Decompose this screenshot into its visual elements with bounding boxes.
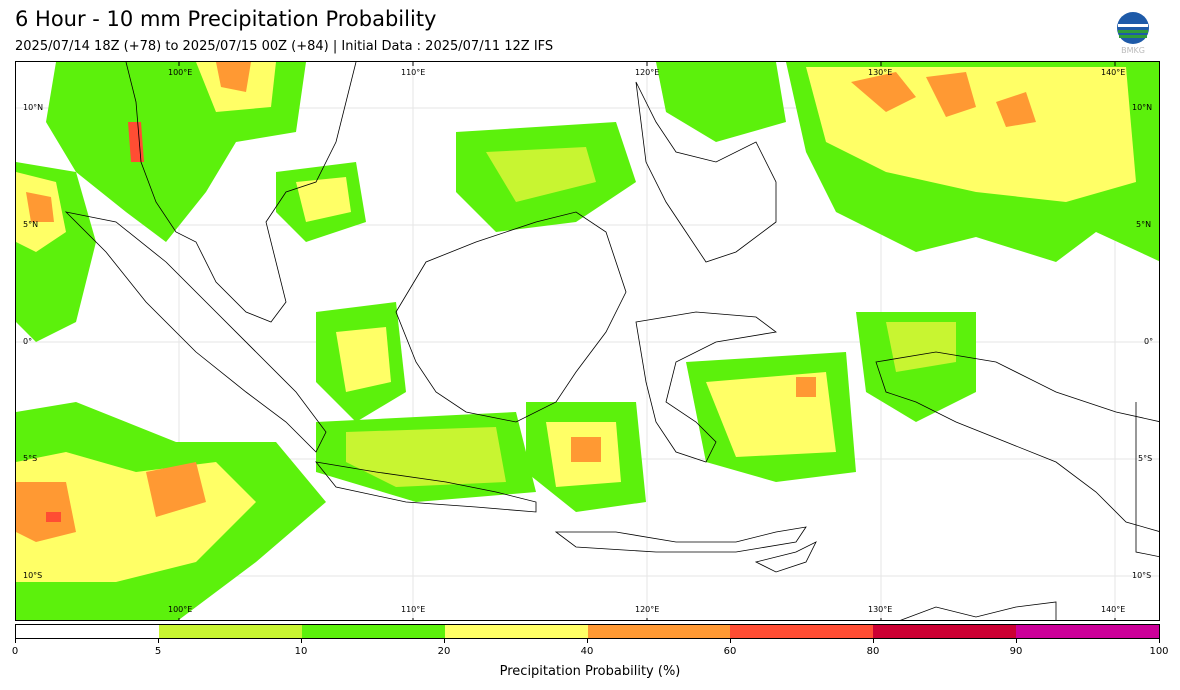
lon-label-top: 100°E	[168, 68, 193, 77]
lon-label-top: 140°E	[1101, 68, 1126, 77]
colorbar	[15, 624, 1160, 639]
map-subtitle: 2025/07/14 18Z (+78) to 2025/07/15 00Z (…	[15, 39, 554, 54]
colorbar-tick: 60	[723, 646, 737, 657]
lon-label-bottom: 110°E	[401, 605, 426, 614]
colorbar-segment	[730, 625, 874, 638]
colorbar-tick: 100	[1149, 646, 1169, 657]
colorbar-segment	[873, 625, 1017, 638]
lat-label-left: 10°S	[23, 571, 43, 580]
lon-label-bottom: 100°E	[168, 605, 193, 614]
colorbar-segment	[1016, 625, 1159, 638]
colorbar-tick: 0	[11, 646, 19, 657]
lat-label-left: 5°S	[23, 454, 38, 463]
colorbar-tick: 5	[154, 646, 162, 657]
colorbar-tick: 80	[866, 646, 880, 657]
colorbar-tick: 40	[580, 646, 594, 657]
colorbar-segment	[16, 625, 159, 638]
lat-label-left: 10°N	[23, 103, 44, 112]
lon-label-bottom: 140°E	[1101, 605, 1126, 614]
map-title: 6 Hour - 10 mm Precipitation Probability	[15, 7, 437, 31]
colorbar-tick: 10	[294, 646, 308, 657]
lat-label-right: 0°	[1144, 337, 1154, 346]
lat-label-left: 0°	[23, 337, 33, 346]
lon-label-top: 120°E	[635, 68, 660, 77]
bmkg-logo-icon: BMKG	[1114, 10, 1152, 56]
lon-label-top: 110°E	[401, 68, 426, 77]
map-ticks	[178, 62, 1116, 620]
precip-field	[16, 62, 1159, 620]
lat-label-right: 5°N	[1136, 220, 1152, 229]
lon-label-bottom: 120°E	[635, 605, 660, 614]
lat-label-left: 5°N	[23, 220, 39, 229]
lon-label-bottom: 130°E	[868, 605, 893, 614]
lat-label-right: 10°N	[1132, 103, 1153, 112]
lon-label-top: 130°E	[868, 68, 893, 77]
lat-label-right: 5°S	[1138, 454, 1153, 463]
colorbar-tick: 90	[1009, 646, 1023, 657]
svg-text:BMKG: BMKG	[1121, 46, 1145, 55]
colorbar-segment	[301, 625, 445, 638]
lat-label-right: 10°S	[1132, 571, 1152, 580]
colorbar-segment	[444, 625, 588, 638]
colorbar-label: Precipitation Probability (%)	[499, 664, 681, 679]
colorbar-segment	[158, 625, 302, 638]
coastlines	[64, 62, 1159, 620]
colorbar-segment	[587, 625, 731, 638]
precipitation-map: 100°E 110°E 120°E 130°E 140°E 100°E 110°…	[15, 61, 1160, 621]
colorbar-tick: 20	[437, 646, 451, 657]
